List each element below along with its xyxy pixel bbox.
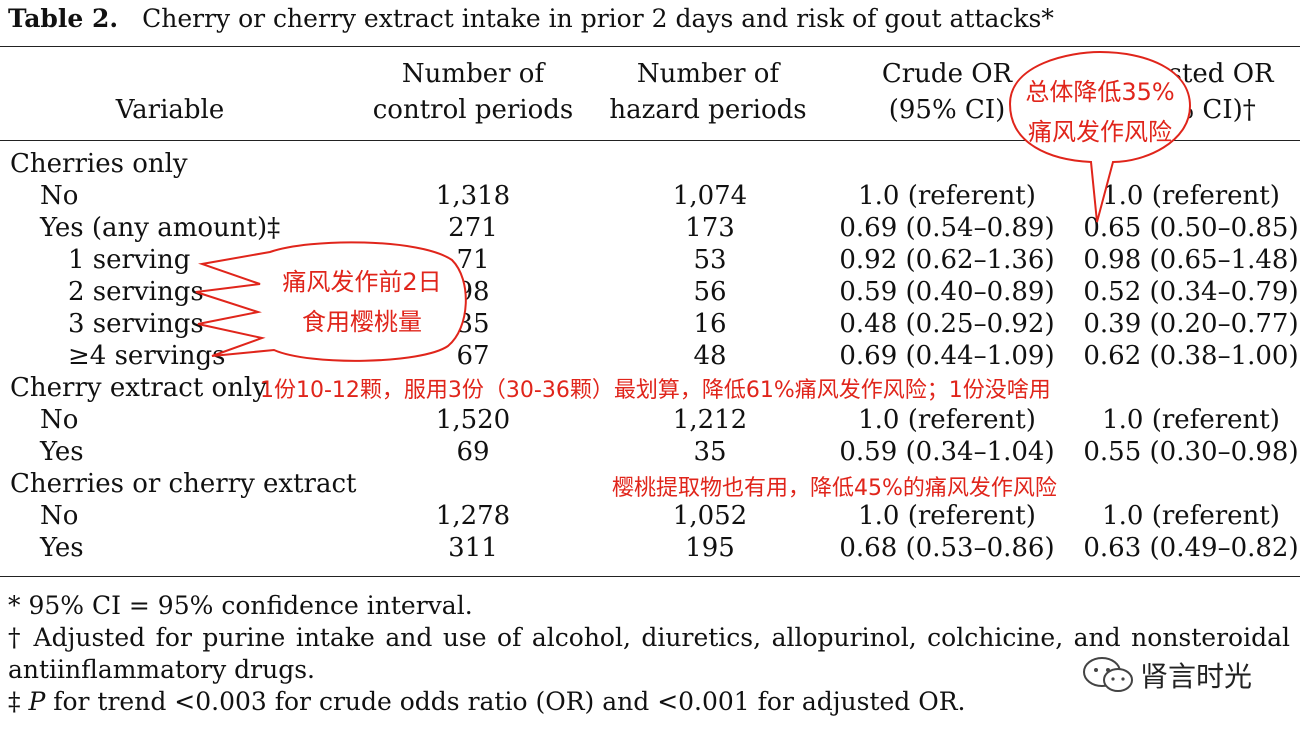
bottom-rule xyxy=(0,576,1300,577)
bubble-top-line1: 总体降低35% xyxy=(1025,78,1175,106)
row-label: Yes xyxy=(40,533,84,563)
adjusted-or: 1.0 (referent) xyxy=(1102,181,1280,211)
table-row: Yes (any amount)‡ 271 173 0.69 (0.54–0.8… xyxy=(0,212,1300,244)
adjusted-or: 0.98 (0.65–1.48) xyxy=(1083,245,1299,275)
table-caption: Cherry or cherry extract intake in prior… xyxy=(142,4,1054,33)
table-row: Yes 69 35 0.59 (0.34–1.04) 0.55 (0.30–0.… xyxy=(0,436,1300,468)
crude-or: 1.0 (referent) xyxy=(858,501,1036,531)
adjusted-or: 0.62 (0.38–1.00) xyxy=(1083,341,1299,371)
hazard-count: 195 xyxy=(685,533,735,563)
hazard-count: 173 xyxy=(685,213,735,243)
hazard-count: 16 xyxy=(693,309,727,339)
section-heading-row: Cherries only xyxy=(0,148,1300,180)
crude-or: 0.92 (0.62–1.36) xyxy=(839,245,1055,275)
footnote-adjusted: † Adjusted for purine intake and use of … xyxy=(8,623,1290,652)
hazard-count: 1,212 xyxy=(672,405,748,435)
section-label: Cherries or cherry extract xyxy=(10,469,357,499)
adjusted-or: 1.0 (referent) xyxy=(1102,501,1280,531)
header-crude-line1: Crude OR xyxy=(881,59,1013,89)
section-heading-row: Cherries or cherry extract xyxy=(0,468,1300,500)
control-count: 1,520 xyxy=(435,405,511,435)
bubble-top-line2: 痛风发作风险 xyxy=(1028,118,1172,146)
annotation-bubble-top xyxy=(1008,50,1192,223)
control-count: 67 xyxy=(456,341,490,371)
p-symbol: P xyxy=(28,687,46,716)
annotation-servings: 1份10-12颗，服用3份（30-36颗）最划算，降低61%痛风发作风险；1份没… xyxy=(260,378,1051,403)
adjusted-or: 0.63 (0.49–0.82) xyxy=(1083,533,1299,563)
table-title: Table 2. Cherry or cherry extract intake … xyxy=(8,4,1054,33)
annotation-bubble-left xyxy=(195,241,467,362)
row-label: 3 servings xyxy=(68,309,204,339)
crude-or: 1.0 (referent) xyxy=(858,181,1036,211)
top-rule xyxy=(0,46,1300,47)
table-row: No 1,318 1,074 1.0 (referent) 1.0 (refer… xyxy=(0,180,1300,212)
table-label: Table 2. xyxy=(8,4,119,33)
bubble-left-line1: 痛风发作前2日 xyxy=(282,268,442,296)
row-label: No xyxy=(40,405,79,435)
table-row: Yes 311 195 0.68 (0.53–0.86) 0.63 (0.49–… xyxy=(0,532,1300,564)
hazard-count: 1,052 xyxy=(672,501,748,531)
adjusted-or: 0.39 (0.20–0.77) xyxy=(1083,309,1299,339)
table-row: No 1,520 1,212 1.0 (referent) 1.0 (refer… xyxy=(0,404,1300,436)
footnote-symbol: ‡ xyxy=(8,687,29,716)
row-label: No xyxy=(40,501,79,531)
hazard-count: 53 xyxy=(693,245,727,275)
section-heading-row: Cherry extract only xyxy=(0,372,1300,404)
row-label: Yes (any amount)‡ xyxy=(40,213,281,243)
header-rule xyxy=(0,140,1300,141)
crude-or: 0.59 (0.34–1.04) xyxy=(839,437,1055,467)
row-label: 2 servings xyxy=(68,277,204,307)
control-count: 1,278 xyxy=(435,501,511,531)
table-row: No 1,278 1,052 1.0 (referent) 1.0 (refer… xyxy=(0,500,1300,532)
hazard-count: 48 xyxy=(693,341,727,371)
crude-or: 0.68 (0.53–0.86) xyxy=(839,533,1055,563)
table-row: ≥4 servings 67 48 0.69 (0.44–1.09) 0.62 … xyxy=(0,340,1300,372)
hazard-count: 56 xyxy=(693,277,727,307)
row-label: No xyxy=(40,181,79,211)
crude-or: 0.48 (0.25–0.92) xyxy=(839,309,1055,339)
header-hazard-line1: Number of xyxy=(636,59,780,89)
adjusted-or: 0.52 (0.34–0.79) xyxy=(1083,277,1299,307)
footnote-trend-text: for trend <0.003 for crude odds ratio (O… xyxy=(45,687,966,716)
section-label: Cherry extract only xyxy=(10,373,267,403)
header-crude-line2: (95% CI) xyxy=(888,95,1006,125)
adjusted-or: 1.0 (referent) xyxy=(1102,405,1280,435)
header-control-line1: Number of xyxy=(401,59,545,89)
table-row: 1 serving 71 53 0.92 (0.62–1.36) 0.98 (0… xyxy=(0,244,1300,276)
control-count: 311 xyxy=(448,533,498,563)
hazard-count: 1,074 xyxy=(672,181,748,211)
control-count: 71 xyxy=(456,245,490,275)
watermark-text: 肾言时光 xyxy=(1140,660,1253,693)
adjusted-or: 0.65 (0.50–0.85) xyxy=(1083,213,1299,243)
section-label: Cherries only xyxy=(10,149,188,179)
table-row: 3 servings 35 16 0.48 (0.25–0.92) 0.39 (… xyxy=(0,308,1300,340)
adjusted-or: 0.55 (0.30–0.98) xyxy=(1083,437,1299,467)
control-count: 69 xyxy=(456,437,490,467)
header-control-line2: control periods xyxy=(372,95,574,125)
crude-or: 0.69 (0.44–1.09) xyxy=(839,341,1055,371)
header-hazard-line2: hazard periods xyxy=(609,95,807,125)
header-variable: Variable xyxy=(115,95,225,125)
bubble-left-line2: 食用樱桃量 xyxy=(302,308,422,336)
crude-or: 0.69 (0.54–0.89) xyxy=(839,213,1055,243)
annotation-extract: 樱桃提取物也有用，降低45%的痛风发作风险 xyxy=(612,476,1057,501)
control-count: 1,318 xyxy=(435,181,511,211)
crude-or: 0.59 (0.40–0.89) xyxy=(839,277,1055,307)
hazard-count: 35 xyxy=(693,437,727,467)
footnote-adjusted-cont: antiinflammatory drugs. xyxy=(8,655,315,684)
footnote-trend: ‡ P for trend <0.003 for crude odds rati… xyxy=(8,686,966,718)
footnote-ci: * 95% CI = 95% confidence interval. xyxy=(8,591,473,620)
crude-or: 1.0 (referent) xyxy=(858,405,1036,435)
row-label: Yes xyxy=(40,437,84,467)
table-row: 2 servings 98 56 0.59 (0.40–0.89) 0.52 (… xyxy=(0,276,1300,308)
row-label: ≥4 servings xyxy=(68,341,226,371)
control-count: 271 xyxy=(448,213,498,243)
wechat-icon xyxy=(1083,657,1133,692)
row-label: 1 serving xyxy=(68,245,191,275)
